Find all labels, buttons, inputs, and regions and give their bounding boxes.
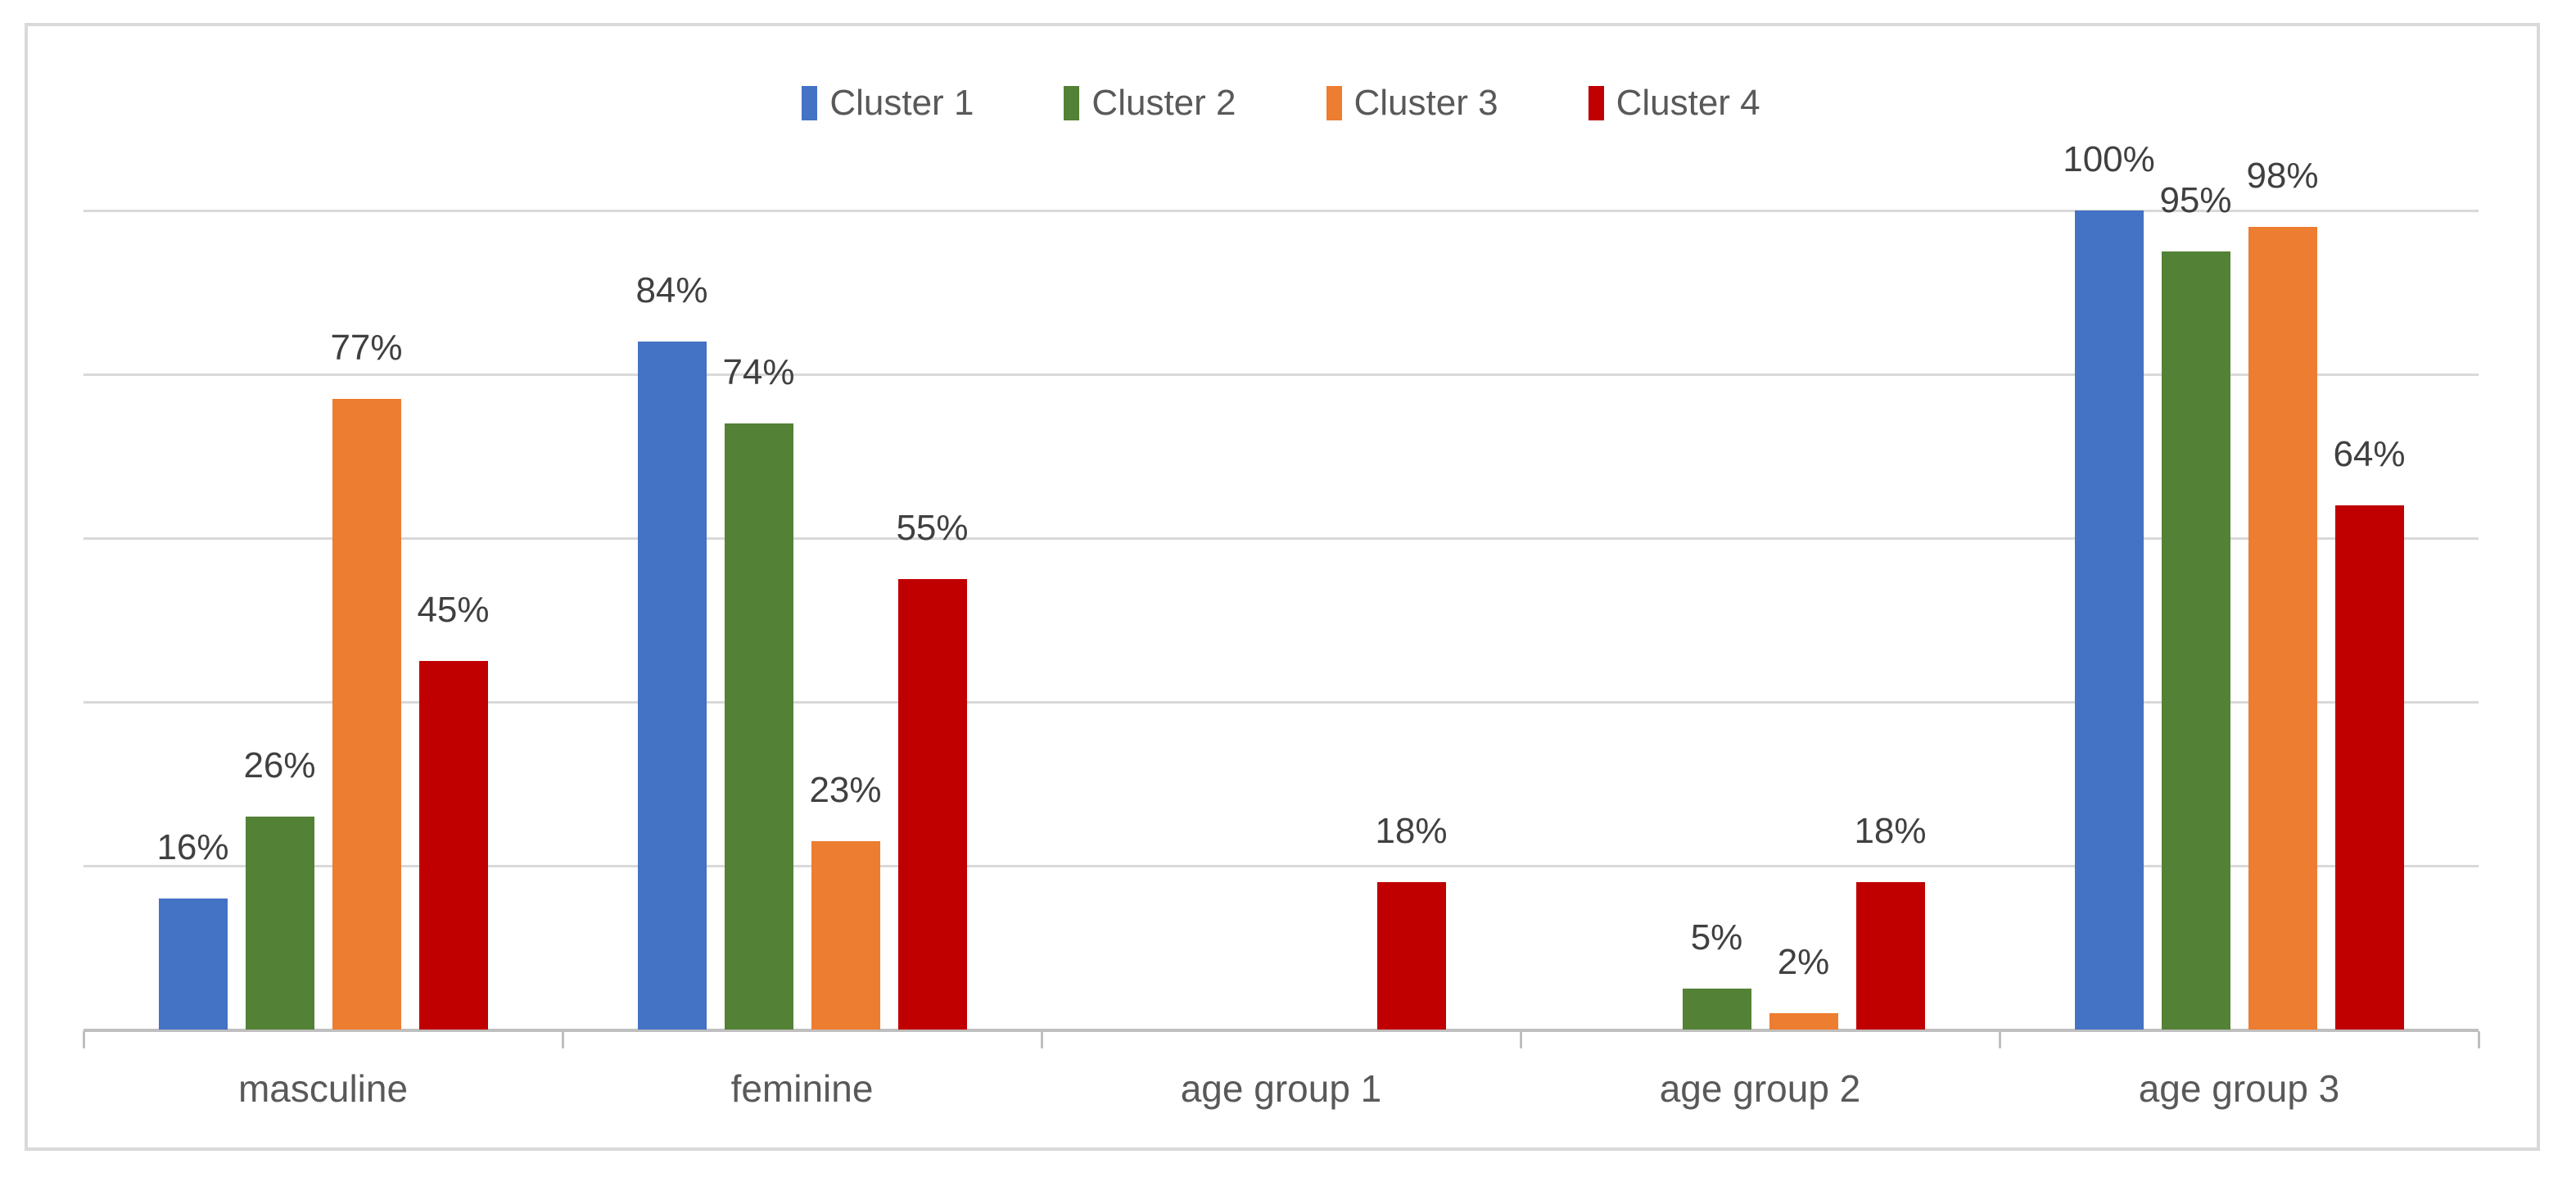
bar-cluster-3-masculine — [332, 399, 401, 1030]
x-axis-tick-2 — [1041, 1031, 1043, 1048]
x-axis-tick-0 — [83, 1031, 85, 1048]
legend-item-cluster-4: Cluster 4 — [1588, 83, 1760, 123]
x-axis-tick-4 — [1999, 1031, 2001, 1048]
legend-swatch-cluster-2 — [1064, 86, 1080, 120]
bar-cluster-4-feminine — [897, 579, 967, 1030]
bar-cluster-1-age-group-3 — [2074, 210, 2144, 1030]
bar-cluster-2-masculine — [245, 817, 314, 1030]
bar-cluster-1-feminine — [637, 342, 707, 1030]
bar-cluster-2-feminine — [724, 423, 793, 1030]
category-label-age-group-1: age group 1 — [1180, 1067, 1382, 1110]
data-label-cluster-1-feminine: 84% — [635, 270, 708, 310]
data-label-cluster-3-age-group-2: 2% — [1777, 942, 1830, 982]
bar-cluster-4-age-group-3 — [2334, 505, 2404, 1030]
bar-cluster-1-masculine — [158, 899, 228, 1030]
data-label-cluster-2-feminine: 74% — [722, 352, 795, 392]
gridline-60pct — [84, 537, 2479, 540]
legend-item-cluster-2: Cluster 2 — [1064, 85, 1236, 121]
data-label-cluster-4-age-group-2: 18% — [1854, 811, 1927, 851]
data-label-cluster-1-age-group-3: 100% — [2063, 139, 2155, 179]
gridline-40pct — [84, 701, 2479, 704]
legend-swatch-cluster-3 — [1326, 86, 1342, 120]
legend-swatch-cluster-4 — [1588, 86, 1604, 120]
category-label-feminine: feminine — [730, 1067, 874, 1110]
legend: Cluster 1 Cluster 2 Cluster 3 Cluster 4 — [84, 77, 2479, 129]
x-axis-line — [84, 1029, 2479, 1032]
data-label-cluster-2-age-group-3: 95% — [2159, 180, 2232, 220]
bar-cluster-3-age-group-3 — [2248, 227, 2317, 1030]
data-label-cluster-3-age-group-3: 98% — [2246, 156, 2319, 196]
data-label-cluster-3-masculine: 77% — [330, 328, 403, 368]
bar-cluster-4-masculine — [418, 661, 488, 1030]
category-label-masculine: masculine — [237, 1067, 409, 1110]
data-label-cluster-4-age-group-1: 18% — [1375, 811, 1448, 851]
data-label-cluster-2-age-group-2: 5% — [1690, 917, 1743, 957]
x-axis-tick-3 — [1520, 1031, 1522, 1048]
bar-cluster-2-age-group-2 — [1682, 989, 1751, 1030]
x-axis-tick-5 — [2478, 1031, 2480, 1048]
legend-item-cluster-3: Cluster 3 — [1326, 85, 1498, 121]
legend-label-cluster-3: Cluster 3 — [1354, 83, 1498, 123]
data-label-cluster-4-masculine: 45% — [417, 590, 490, 630]
x-axis-tick-1 — [562, 1031, 564, 1048]
data-label-cluster-1-masculine: 16% — [156, 827, 229, 867]
gridline-100pct — [84, 210, 2479, 212]
category-label-age-group-2: age group 2 — [1659, 1067, 1861, 1110]
bar-cluster-4-age-group-1 — [1376, 882, 1446, 1030]
gridline-80pct — [84, 373, 2479, 376]
legend-item-cluster-1: Cluster 1 — [802, 85, 974, 121]
data-label-cluster-4-age-group-3: 64% — [2333, 434, 2406, 474]
gridline-20pct — [84, 865, 2479, 867]
legend-label-cluster-1: Cluster 1 — [829, 83, 974, 123]
category-label-age-group-3: age group 3 — [2138, 1067, 2340, 1110]
legend-swatch-cluster-1 — [802, 86, 818, 120]
bar-cluster-3-age-group-2 — [1769, 1013, 1838, 1030]
data-label-cluster-3-feminine: 23% — [809, 770, 882, 810]
bar-cluster-4-age-group-2 — [1855, 882, 1925, 1030]
legend-label-cluster-4: Cluster 4 — [1616, 83, 1760, 123]
legend-label-cluster-2: Cluster 2 — [1091, 83, 1236, 123]
data-label-cluster-2-masculine: 26% — [243, 745, 316, 785]
data-label-cluster-4-feminine: 55% — [896, 508, 969, 548]
bar-cluster-3-feminine — [811, 841, 880, 1030]
bar-cluster-2-age-group-3 — [2161, 251, 2230, 1030]
